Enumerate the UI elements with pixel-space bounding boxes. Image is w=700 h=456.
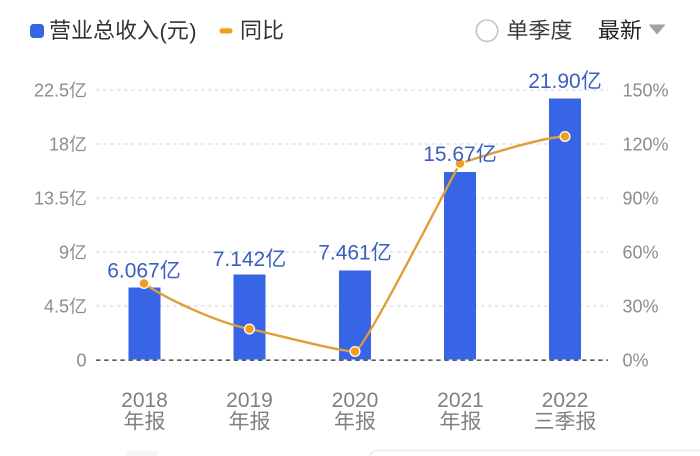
svg-text:120%: 120% [623,135,669,155]
svg-text:(: ( [160,19,168,44]
svg-text:2020: 2020 [332,389,379,412]
svg-text:7.461: 7.461 [318,242,371,265]
svg-text:2018: 2018 [121,389,168,412]
svg-text:4.5: 4.5 [44,297,69,317]
svg-text:90%: 90% [623,189,659,209]
svg-text:15.67: 15.67 [423,143,476,166]
svg-text:21.90: 21.90 [528,70,581,93]
svg-text:2022: 2022 [542,389,589,412]
svg-text:2019: 2019 [226,389,273,412]
svg-text:150%: 150% [623,81,669,101]
svg-text:0%: 0% [623,351,649,371]
svg-text:22.5: 22.5 [34,81,69,101]
svg-text:13.5: 13.5 [34,189,69,209]
svg-text:0: 0 [76,351,86,371]
svg-text:60%: 60% [623,243,659,263]
svg-text:18: 18 [49,135,69,155]
svg-text:2021: 2021 [437,389,484,412]
svg-text:6.067: 6.067 [107,260,160,283]
svg-text:9: 9 [59,243,69,263]
svg-text:30%: 30% [623,297,659,317]
svg-text:7.142: 7.142 [213,248,266,271]
svg-text:): ) [189,19,196,44]
